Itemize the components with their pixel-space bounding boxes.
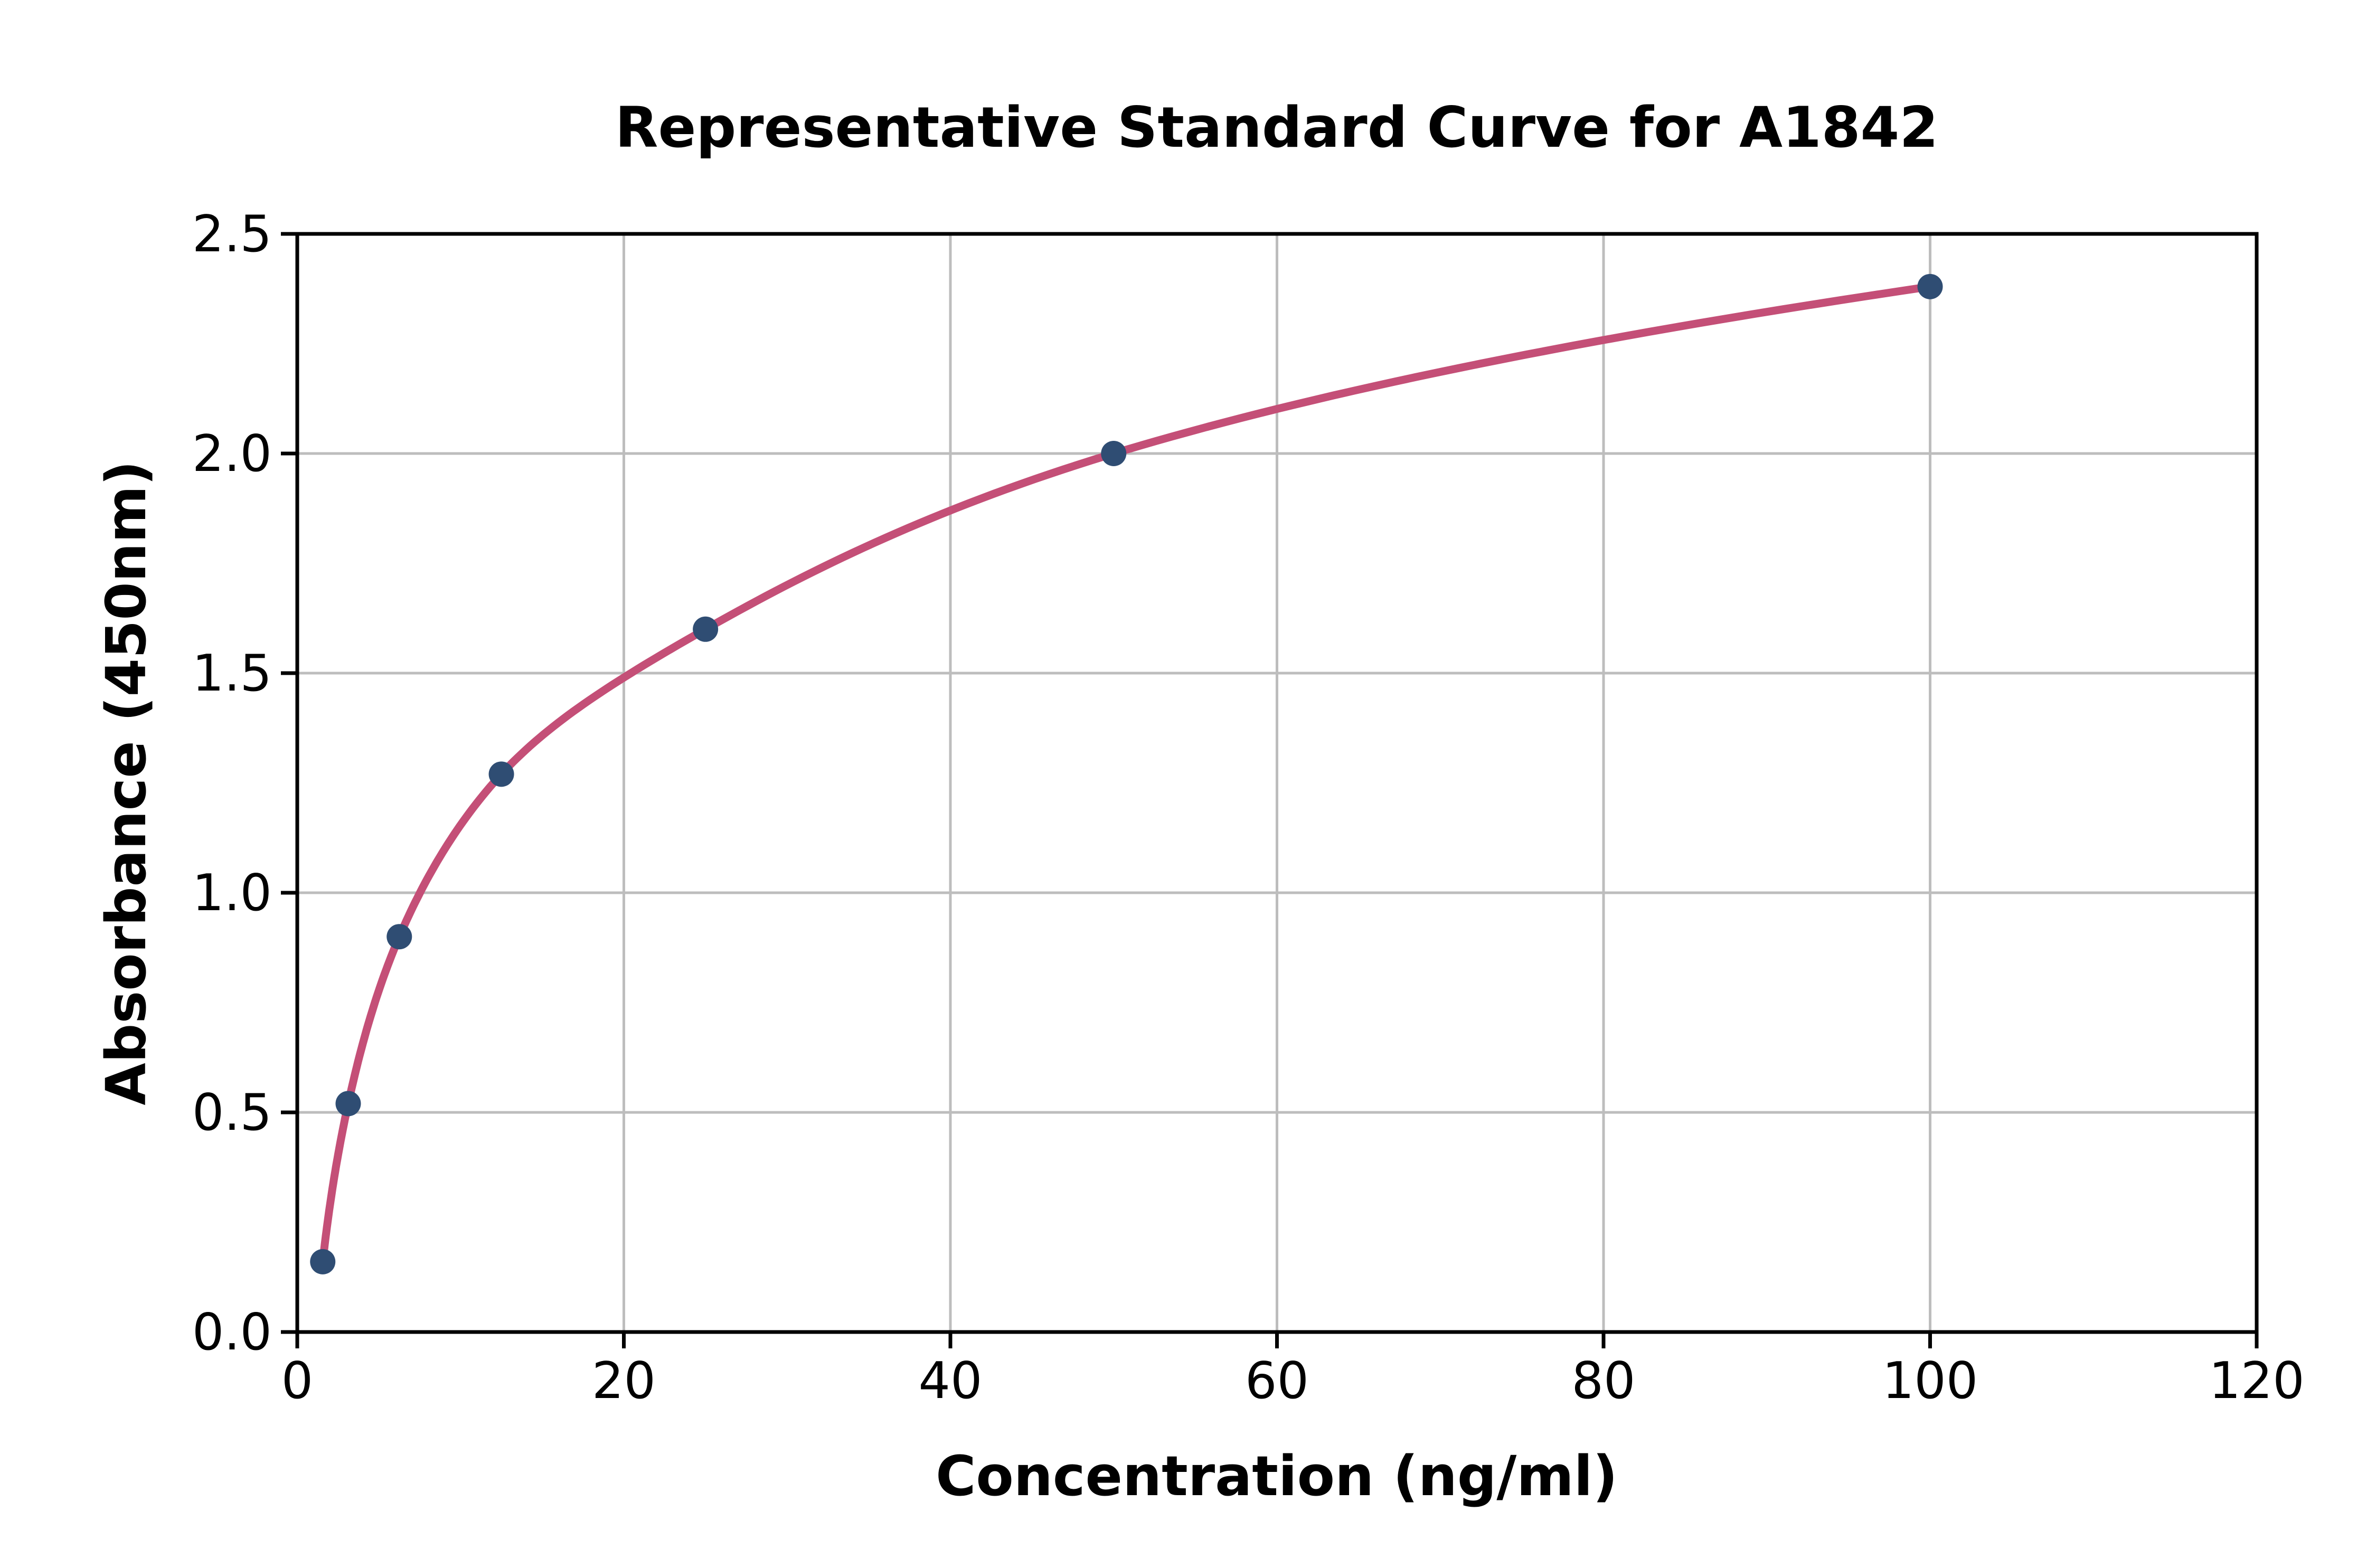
chart-title: Representative Standard Curve for A1842: [615, 95, 1938, 160]
data-point: [386, 924, 412, 950]
data-point: [1101, 441, 1127, 466]
y-tick-label: 0.5: [192, 1084, 272, 1142]
x-tick-label: 20: [592, 1352, 656, 1410]
data-point: [1917, 273, 1943, 299]
data-point: [310, 1249, 336, 1274]
y-tick-label: 1.5: [192, 645, 272, 703]
plot-border: [295, 232, 2259, 1334]
y-tick-label: 2.0: [192, 425, 272, 483]
grid-layer: [297, 234, 2257, 1332]
data-point: [488, 761, 514, 787]
x-tick-label: 40: [919, 1352, 983, 1410]
y-tick-label: 1.0: [192, 864, 272, 922]
x-tick-label: 80: [1572, 1352, 1636, 1410]
data-layer: [310, 273, 1943, 1274]
x-tick-label: 0: [281, 1352, 313, 1410]
data-point: [693, 616, 719, 642]
y-tick-label: 2.5: [192, 205, 272, 263]
x-tick-label: 60: [1245, 1352, 1309, 1410]
y-axis-label: Absorbance (450nm): [94, 460, 158, 1105]
x-tick-label: 120: [2209, 1352, 2304, 1410]
y-tick-label: 0.0: [192, 1303, 272, 1362]
data-point: [335, 1091, 361, 1117]
axis-layer: 0 20 40 60 80 100 120 0.0 0.5 1.0 1.5 2.0 2.5: [192, 205, 2305, 1410]
x-axis-label: Concentration (ng/ml): [936, 1444, 1618, 1508]
x-tick-label: 100: [1882, 1352, 1978, 1410]
fit-curve: [318, 282, 1934, 1266]
